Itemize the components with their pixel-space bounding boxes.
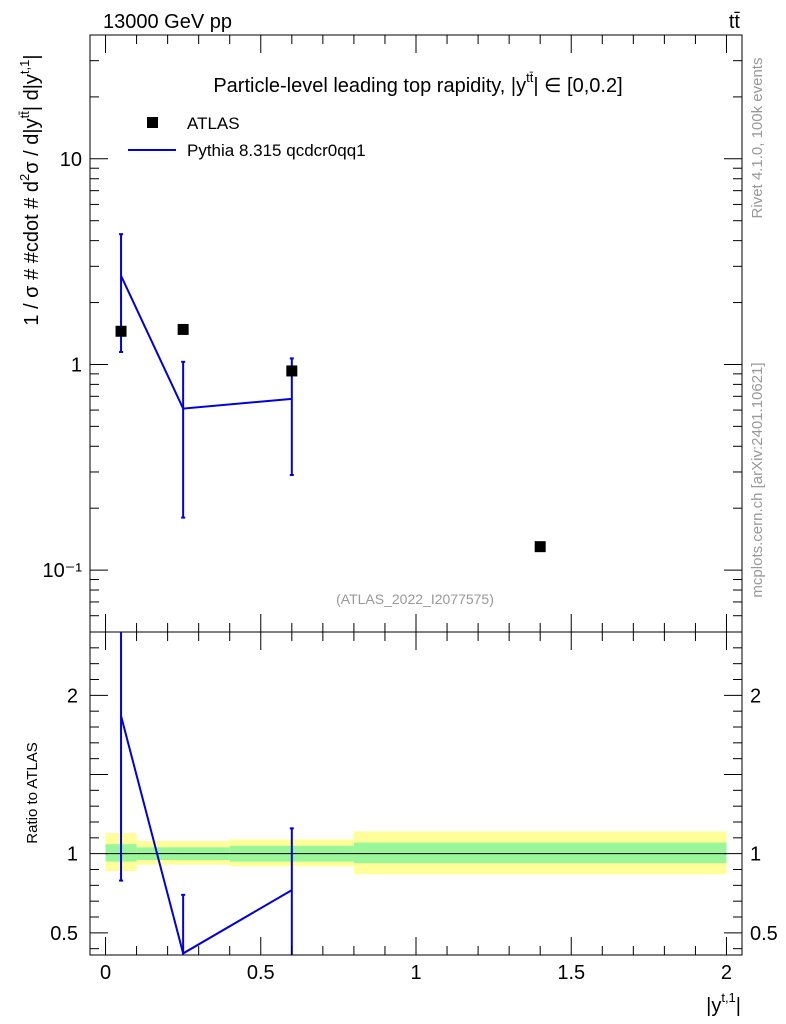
ratio-tick-label-right: 1: [750, 844, 761, 866]
atlas-point: [177, 323, 189, 335]
x-tick-label: 0.5: [247, 962, 275, 984]
mc-line: [120, 275, 292, 410]
mc-series: [119, 233, 294, 519]
ratio-tick-label-right: 0.5: [750, 923, 778, 945]
ratio-mc-line: [120, 715, 293, 955]
x-axis-ticks: 0 0.5 1 1.5 2: [100, 35, 732, 984]
header-energy: 13000 GeV pp: [103, 11, 232, 33]
atlas-point: [534, 541, 546, 553]
y-tick-label: 10: [60, 149, 82, 171]
header-process: tt̄: [729, 11, 741, 33]
ratio-tick-label-left: 2: [67, 685, 78, 707]
x-tick-label: 1.5: [557, 962, 585, 984]
atlas-point: [286, 365, 298, 377]
ratio-tick-label-left: 0.5: [50, 923, 78, 945]
ratio-bands: [105, 831, 727, 875]
y-tick-label: 1: [71, 354, 82, 376]
ratio-band-inner: [353, 842, 727, 864]
x-tick-label: 1: [410, 962, 421, 984]
ratio-axis-ticks: 2 2 1 1 0.5 0.5: [50, 631, 778, 950]
y-axis-label: 1 / σ # #cdot # d2σ / d|ytt̄| d|yt,1|: [17, 54, 43, 325]
x-tick-label: 0: [100, 962, 111, 984]
rivet-label: Rivet 4.1.0, 100k events: [749, 58, 766, 219]
atlas-series: [115, 323, 546, 553]
legend-atlas-label: ATLAS: [187, 114, 240, 133]
y-axis-ticks: 10 1 10⁻¹: [43, 34, 742, 633]
plot-title: Particle-level leading top rapidity, |yt…: [213, 70, 622, 97]
legend-atlas-marker: [147, 117, 158, 128]
x-axis-label: |yt,1|: [706, 990, 741, 1017]
x-tick-label: 2: [721, 962, 732, 984]
atlas-point: [115, 325, 127, 337]
legend-mc-label: Pythia 8.315 qcdcr0qq1: [187, 141, 366, 160]
ratio-axis-label: Ratio to ATLAS: [24, 742, 41, 843]
ratio-tick-label-left: 1: [67, 844, 78, 866]
ratio-mc-series: [119, 632, 294, 955]
ratio-panel-frame: [89, 631, 743, 956]
analysis-id: (ATLAS_2022_I2077575): [336, 591, 494, 607]
mcplots-label: mcplots.cern.ch [arXiv:2401.10621]: [749, 362, 766, 597]
y-tick-label: 10⁻¹: [43, 560, 83, 582]
ratio-tick-label-right: 2: [750, 685, 761, 707]
